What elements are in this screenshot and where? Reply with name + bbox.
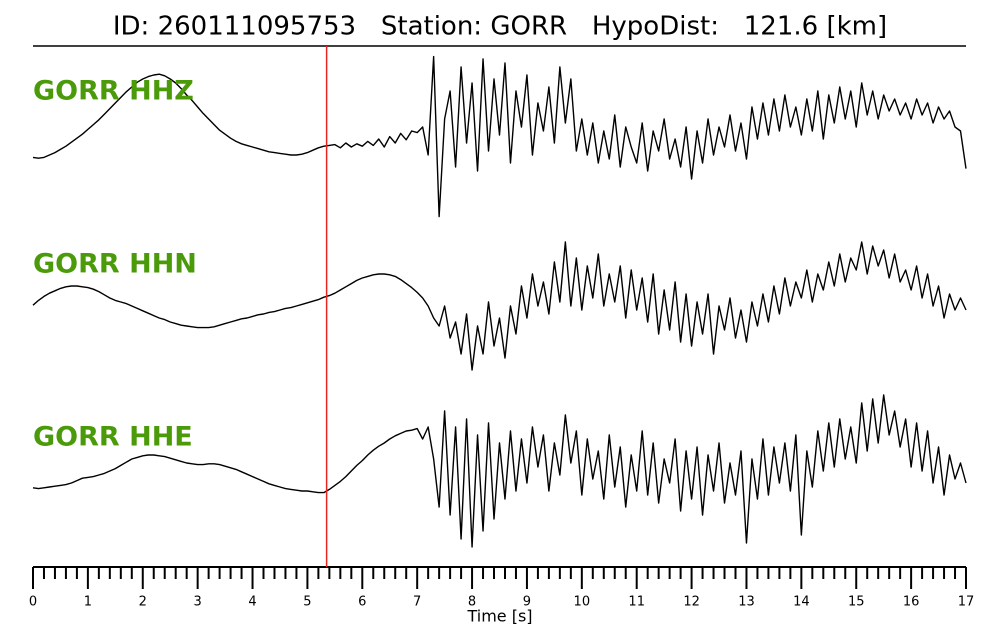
chart-title: ID: 260111095753 Station: GORR HypoDist:… (113, 12, 887, 42)
x-tick-label: 1 (84, 595, 92, 610)
trace-label: GORR HHZ (33, 76, 194, 107)
x-tick-label: 7 (413, 595, 421, 610)
x-tick-label: 6 (358, 595, 366, 610)
x-tick-label: 5 (303, 595, 311, 610)
x-tick-label: 17 (958, 595, 975, 610)
x-tick-label: 9 (523, 595, 531, 610)
x-tick-label: 4 (248, 595, 256, 610)
x-axis-label: Time [s] (466, 607, 532, 626)
x-tick-label: 10 (574, 595, 591, 610)
trace (32, 394, 967, 548)
trace-label: GORR HHN (33, 249, 197, 280)
x-tick-label: 16 (903, 595, 920, 610)
x-tick-label: 3 (194, 595, 202, 610)
trace-label: GORR HHE (33, 422, 193, 453)
x-tick-label: 0 (29, 595, 37, 610)
x-tick-label: 15 (848, 595, 865, 610)
trace (32, 241, 967, 371)
x-tick-label: 13 (738, 595, 755, 610)
x-tick-label: 2 (139, 595, 147, 610)
x-tick-label: 8 (468, 595, 476, 610)
trace (32, 55, 967, 218)
x-tick-label: 11 (628, 595, 645, 610)
x-tick-label: 12 (683, 595, 700, 610)
x-tick-label: 14 (793, 595, 810, 610)
